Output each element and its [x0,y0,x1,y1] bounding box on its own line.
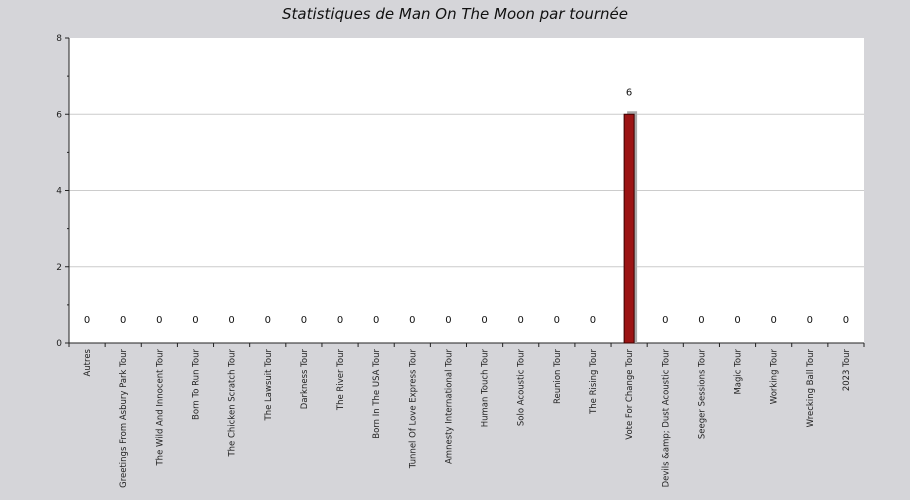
value-label: 0 [337,315,343,326]
category-label: Born In The USA Tour [372,349,382,439]
category-label: Devils &amp; Dust Acoustic Tour [661,348,671,487]
category-label: Human Touch Tour [481,349,491,428]
y-tick-label: 8 [56,34,62,44]
category-label: Amnesty International Tour [444,349,454,464]
category-label: Vote For Change Tour [625,349,635,440]
value-label: 0 [590,315,596,326]
category-label: Wrecking Ball Tour [806,349,816,428]
value-label: 0 [445,315,451,326]
category-label: The Rising Tour [589,349,599,415]
category-label: Working Tour [770,348,780,404]
value-label: 0 [662,315,668,326]
category-label: The River Tour [336,349,346,412]
category-label: The Chicken Scratch Tour [228,349,238,458]
value-label: 0 [770,315,776,326]
value-label: 0 [554,315,560,326]
category-label: Magic Tour [734,349,744,395]
value-label: 0 [120,315,126,326]
value-label: 0 [301,315,307,326]
value-label: 0 [409,315,415,326]
category-label: 2023 Tour [842,349,852,392]
y-tick-label: 4 [56,187,62,197]
value-label: 0 [734,315,740,326]
category-label: Reunion Tour [553,349,563,405]
chart-title: Statistiques de Man On The Moon par tour… [282,5,628,23]
category-label: The Lawsuit Tour [264,348,274,421]
category-label: The Wild And Innocent Tour [155,349,165,467]
value-label: 0 [265,315,271,326]
value-label: 0 [698,315,704,326]
value-label: 0 [228,315,234,326]
bar [623,113,635,344]
category-label: Autres [83,348,93,376]
value-label: 0 [843,315,849,326]
value-label: 0 [373,315,379,326]
value-label: 0 [156,315,162,326]
value-label: 0 [518,315,524,326]
value-label: 0 [192,315,198,326]
y-tick-label: 6 [56,110,62,120]
value-label: 0 [84,315,90,326]
category-label: Tunnel Of Love Express Tour [408,349,418,470]
category-label: Born To Run Tour [191,349,201,420]
y-tick-label: 0 [56,339,62,349]
value-label: 0 [481,315,487,326]
category-label: Solo Acoustic Tour [517,349,527,427]
category-label: Darkness Tour [300,349,310,410]
category-label: Greetings From Asbury Park Tour [119,349,129,488]
category-label: Seeger Sessions Tour [697,349,707,440]
value-label: 0 [807,315,813,326]
y-tick-label: 2 [56,263,62,273]
value-label: 6 [626,87,632,98]
